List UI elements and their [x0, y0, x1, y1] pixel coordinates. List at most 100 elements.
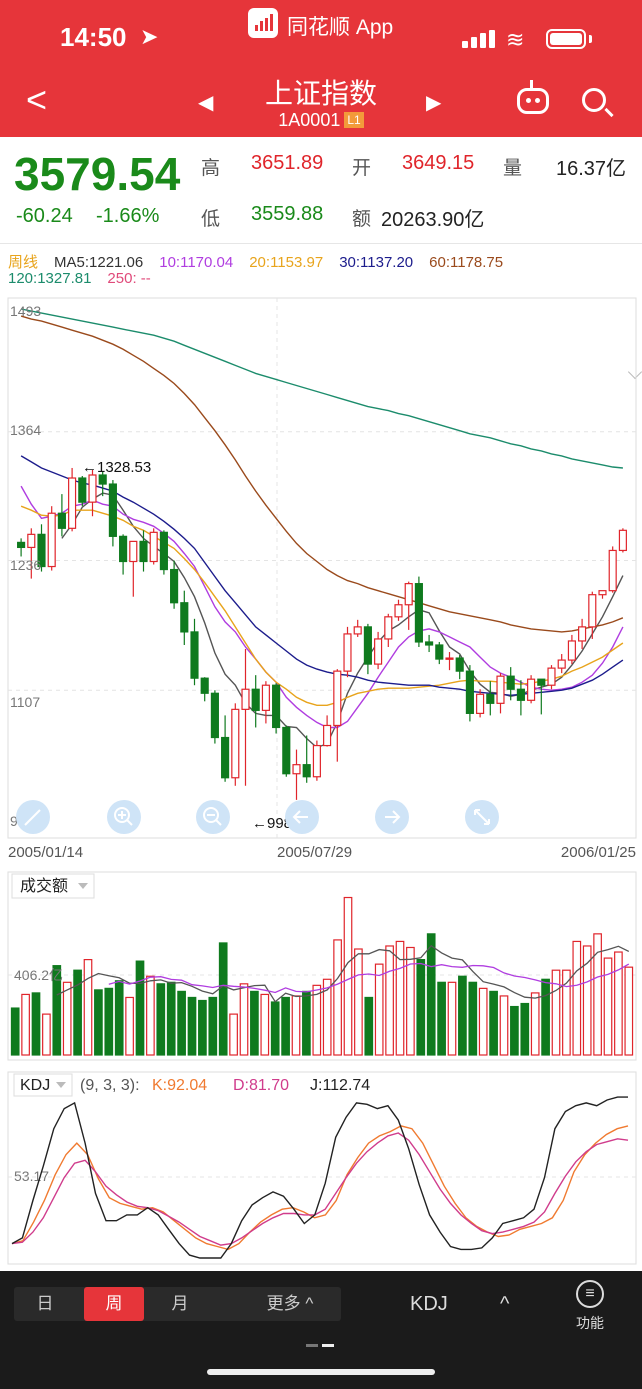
volume-bar[interactable] — [541, 978, 550, 1056]
previous-stock-button[interactable]: ◀ — [198, 92, 214, 114]
volume-bar[interactable] — [208, 996, 218, 1056]
volume-bar[interactable] — [156, 983, 166, 1056]
robot-assistant-icon[interactable] — [517, 88, 549, 114]
candle[interactable] — [119, 534, 128, 575]
candle[interactable] — [47, 506, 56, 571]
scroll-left-icon[interactable] — [285, 800, 319, 834]
volume-bar[interactable] — [374, 963, 384, 1056]
volume-bar[interactable] — [458, 975, 467, 1056]
tab-week[interactable]: 周 — [84, 1287, 144, 1321]
volume-bar[interactable] — [114, 980, 124, 1056]
volume-bar[interactable] — [614, 951, 623, 1056]
candle[interactable] — [516, 680, 525, 716]
volume-bar[interactable] — [83, 958, 93, 1056]
volume-bar[interactable] — [603, 957, 613, 1056]
candle[interactable] — [312, 740, 321, 781]
candle[interactable] — [108, 480, 117, 547]
candle[interactable] — [608, 546, 617, 593]
volume-bar[interactable] — [406, 946, 415, 1056]
candle[interactable] — [414, 576, 423, 647]
volume-bar[interactable] — [187, 996, 197, 1056]
function-label[interactable]: 功能 — [576, 1315, 604, 1331]
volume-selector[interactable] — [11, 873, 95, 899]
candle[interactable] — [588, 591, 597, 639]
volume-bar[interactable] — [416, 958, 426, 1056]
candle[interactable] — [567, 634, 576, 665]
volume-bar[interactable] — [94, 989, 103, 1056]
candle[interactable] — [323, 715, 332, 747]
volume-bar[interactable] — [520, 1002, 530, 1056]
candle[interactable] — [384, 613, 393, 647]
candle[interactable] — [149, 528, 158, 565]
volume-bar[interactable] — [582, 945, 592, 1056]
kdj-chart[interactable]: KDJ (9, 3, 3): K:92.04 D:81.70 J:112.74 … — [0, 1068, 642, 1268]
candle[interactable] — [27, 528, 36, 579]
candle[interactable] — [170, 560, 179, 609]
candle[interactable] — [598, 590, 607, 599]
volume-bar[interactable] — [562, 969, 571, 1056]
volume-bar[interactable] — [343, 896, 353, 1056]
volume-bar[interactable] — [447, 981, 457, 1056]
candle[interactable] — [57, 494, 66, 537]
candle[interactable] — [445, 652, 454, 671]
tab-month[interactable]: 月 — [171, 1294, 189, 1313]
candle[interactable] — [578, 618, 587, 650]
volume-bar[interactable] — [478, 987, 488, 1056]
volume-bar[interactable] — [572, 940, 582, 1056]
volume-bar[interactable] — [364, 996, 374, 1056]
next-stock-button[interactable]: ▶ — [426, 92, 442, 114]
candle[interactable] — [537, 678, 546, 715]
candle[interactable] — [547, 665, 556, 690]
volume-bar[interactable] — [104, 987, 114, 1056]
scroll-right-icon[interactable] — [375, 800, 409, 834]
candle[interactable] — [527, 675, 536, 704]
period-label[interactable]: 周线 — [8, 254, 39, 271]
candle[interactable] — [129, 540, 138, 597]
volume-bar[interactable] — [333, 939, 342, 1056]
candle[interactable] — [363, 623, 372, 675]
volume-bar[interactable] — [593, 933, 602, 1056]
volume-bar[interactable] — [31, 992, 41, 1056]
tab-more[interactable]: 更多 ^ — [266, 1294, 314, 1313]
candle[interactable] — [88, 469, 97, 517]
candle[interactable] — [210, 690, 219, 744]
volume-bar[interactable] — [291, 995, 301, 1056]
volume-bar[interactable] — [73, 969, 82, 1056]
volume-bar[interactable] — [21, 993, 30, 1056]
candle[interactable] — [465, 665, 474, 722]
candle[interactable] — [404, 581, 413, 630]
volume-bar[interactable] — [229, 1013, 238, 1056]
candle[interactable] — [282, 725, 291, 777]
candle[interactable] — [343, 626, 352, 678]
volume-bar[interactable] — [62, 981, 72, 1056]
volume-bar[interactable] — [250, 990, 259, 1056]
volume-bar[interactable] — [281, 996, 290, 1056]
candle[interactable] — [272, 683, 281, 734]
volume-bar[interactable] — [135, 960, 145, 1056]
volume-bar[interactable] — [198, 999, 207, 1056]
candle[interactable] — [221, 715, 230, 782]
volume-bar[interactable] — [10, 1007, 20, 1056]
volume-bar[interactable] — [146, 975, 155, 1056]
volume-bar[interactable] — [354, 948, 363, 1056]
volume-bar[interactable] — [551, 969, 561, 1056]
candle[interactable] — [506, 667, 515, 701]
volume-bar[interactable] — [437, 981, 446, 1056]
kdj-selector[interactable] — [13, 1073, 73, 1097]
menu-icon[interactable]: ≡ — [576, 1280, 604, 1308]
volume-bar[interactable] — [530, 992, 540, 1056]
volume-bar[interactable] — [125, 996, 134, 1056]
candle[interactable] — [17, 538, 26, 557]
candle[interactable] — [496, 673, 505, 714]
volume-bar[interactable] — [624, 966, 634, 1056]
volume-bar[interactable] — [426, 933, 436, 1056]
candle[interactable] — [292, 749, 301, 800]
volume-bar[interactable] — [312, 984, 322, 1056]
fullscreen-icon[interactable] — [465, 800, 499, 834]
candle[interactable] — [241, 649, 250, 786]
candle[interactable] — [78, 476, 87, 507]
candle[interactable] — [251, 675, 260, 728]
candle[interactable] — [302, 735, 311, 783]
candle[interactable] — [455, 655, 464, 680]
candle[interactable] — [37, 524, 46, 572]
